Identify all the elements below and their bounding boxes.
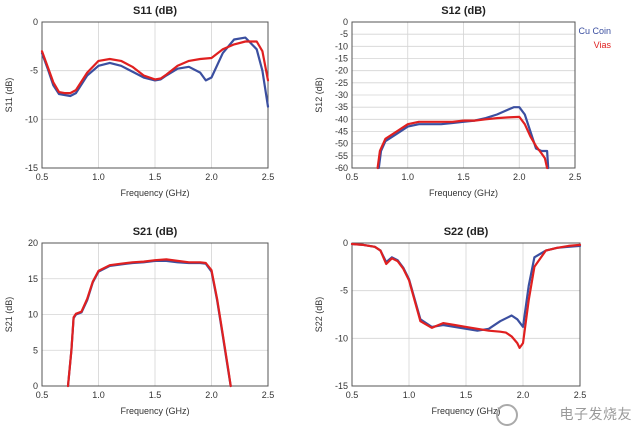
s22-xtick-label: 1.5 (460, 390, 473, 400)
s12-xlabel: Frequency (GHz) (429, 188, 498, 198)
s11-xtick-label: 1.5 (149, 172, 162, 182)
s12-xtick-label: 1.5 (457, 172, 470, 182)
s12-frame (351, 21, 576, 169)
s12-ytick-label: -5 (340, 29, 348, 39)
s12-ytick-label: -55 (335, 151, 348, 161)
s22-ytick-label: -15 (335, 381, 348, 391)
s21-xtick-label: 2.5 (262, 390, 275, 400)
s12-ytick-label: -60 (335, 163, 348, 173)
s12-xtick-label: 2.0 (513, 172, 526, 182)
s21-xtick-label: 1.0 (92, 390, 105, 400)
s12-ylabel: S12 (dB) (314, 77, 324, 113)
s11-ylabel: S11 (dB) (4, 78, 14, 113)
s21-title: S21 (dB) (133, 226, 178, 238)
s12-ytick-label: -25 (335, 78, 348, 88)
s22-ytick-label: -10 (335, 333, 348, 343)
s12-ytick-label: -15 (335, 54, 348, 64)
s12-title: S12 (dB) (441, 5, 486, 17)
s11-ytick-label: -15 (25, 163, 38, 173)
s22-series-1-line (350, 242, 582, 349)
s21-xlabel: Frequency (GHz) (120, 406, 189, 416)
s11-xtick-label: 2.5 (262, 172, 275, 182)
s11-series-1-line (40, 40, 270, 95)
s21-ytick-label: 20 (28, 238, 38, 248)
s22-xtick-label: 1.0 (403, 390, 416, 400)
s12-series-1-line (376, 115, 549, 170)
s22-xtick-label: 2.5 (574, 390, 587, 400)
s21-xtick-label: 2.0 (205, 390, 218, 400)
s11-frame (41, 21, 269, 169)
s12-xtick-label: 0.5 (346, 172, 359, 182)
s21-ytick-label: 0 (33, 381, 38, 391)
s11-xtick-label: 0.5 (36, 172, 49, 182)
s12-ytick-label: 0 (343, 17, 348, 27)
s21-ytick-label: 10 (28, 310, 38, 320)
watermark: 电子发烧友 (559, 407, 632, 423)
s21-xtick-label: 0.5 (36, 390, 49, 400)
s21-series-1-line (66, 258, 232, 388)
s12-ytick-label: -20 (335, 66, 348, 76)
s11-ytick-label: -10 (25, 114, 38, 124)
s11-xtick-label: 2.0 (205, 172, 218, 182)
s11-ytick-label: 0 (33, 17, 38, 27)
s11-ytick-label: -5 (30, 66, 38, 76)
s22-xtick-label: 0.5 (346, 390, 359, 400)
s22-frame (351, 242, 581, 387)
s11-xlabel: Frequency (GHz) (120, 188, 189, 198)
s12-ytick-label: -10 (335, 41, 348, 51)
s12-ytick-label: -50 (335, 139, 348, 149)
s21-xtick-label: 1.5 (149, 390, 162, 400)
s21-ytick-label: 15 (28, 274, 38, 284)
s22-ytick-label: 0 (343, 238, 348, 248)
s12-legend-entry: Vias (594, 40, 612, 50)
s12-xtick-label: 2.5 (569, 172, 582, 182)
fan-logo-icon (496, 404, 518, 426)
s12-ytick-label: -40 (335, 114, 348, 124)
s21-ytick-label: 5 (33, 345, 38, 355)
s22-xtick-label: 2.0 (517, 390, 530, 400)
s21-ylabel: S21 (dB) (4, 297, 14, 333)
s12-legend-entry: Cu Coin (578, 26, 611, 36)
s22-xlabel: Frequency (GHz) (431, 406, 500, 416)
s11-title: S11 (dB) (133, 5, 177, 17)
s22-ytick-label: -5 (340, 286, 348, 296)
s22-ylabel: S22 (dB) (314, 297, 324, 333)
s12-ytick-label: -35 (335, 102, 348, 112)
s22-series-0-line (350, 242, 582, 332)
s12-ytick-label: -45 (335, 127, 348, 137)
s21-frame (41, 242, 269, 387)
s11-xtick-label: 1.0 (92, 172, 105, 182)
s12-xtick-label: 1.0 (401, 172, 414, 182)
s12-ytick-label: -30 (335, 90, 348, 100)
s22-title: S22 (dB) (444, 226, 489, 238)
